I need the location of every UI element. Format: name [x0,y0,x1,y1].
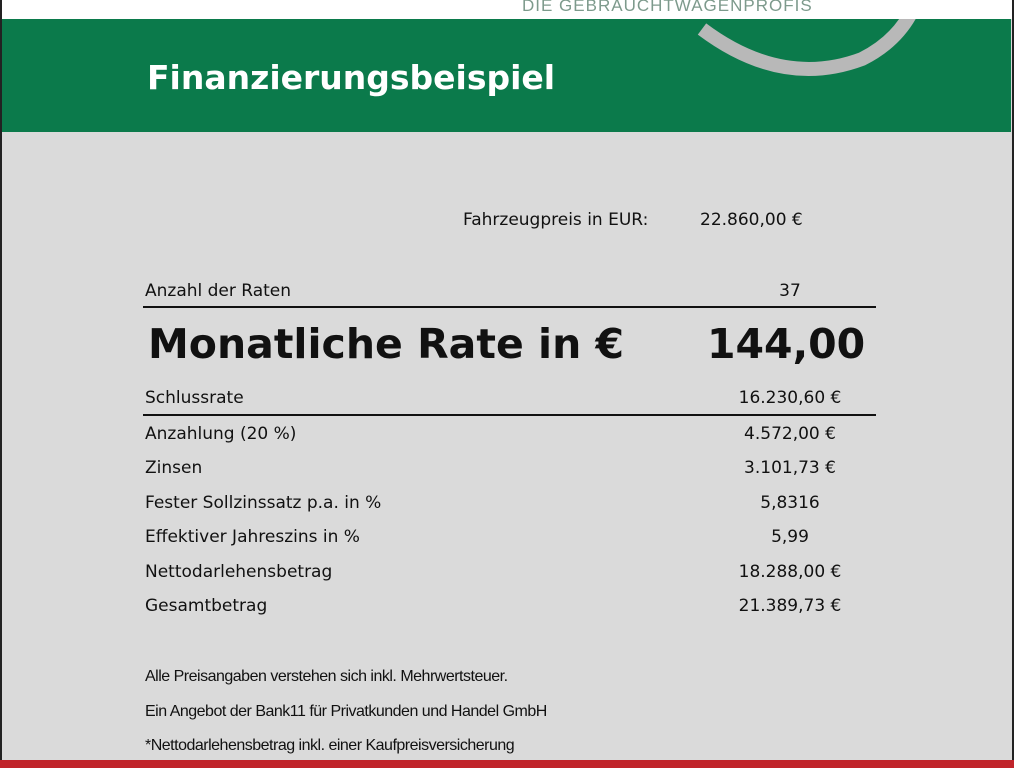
row-value: 16.230,60 € [738,388,842,408]
page-title: Finanzierungsbeispiel [147,58,556,97]
row-value: 18.288,00 € [738,562,842,582]
margin [1014,0,1024,768]
detail-row: Zinsen 3.101,73 € [145,458,875,478]
row-label: Anzahl der Raten [145,281,292,301]
logo-bar: DIE GEBRAUCHTWAGENPROFIS [0,0,1024,19]
logo-tagline: DIE GEBRAUCHTWAGENPROFIS [522,0,813,15]
row-label: Fester Sollzinssatz p.a. in % [145,493,382,513]
row-label: Schlussrate [145,388,244,408]
row-label: Effektiver Jahreszins in % [145,527,360,547]
row-value: 37 [779,281,801,301]
monthly-rate-value: 144,00 [707,320,866,368]
detail-row: Gesamtbetrag 21.389,73 € [145,596,875,616]
row-value: 5,8316 [760,493,820,513]
bottom-accent-bar [0,760,1014,768]
row-value: 4.572,00 € [744,424,836,444]
row-label: Nettodarlehensbetrag [145,562,333,582]
detail-row: Nettodarlehensbetrag 18.288,00 € [145,562,875,582]
row-value: 3.101,73 € [744,458,836,478]
row-label: Zinsen [145,458,203,478]
vehicle-price-label: Fahrzeugpreis in EUR: [463,210,649,230]
monthly-rate-label: Monatliche Rate in € [148,320,625,368]
footnote: Ein Angebot der Bank11 für Privatkunden … [145,703,547,720]
row-label: Gesamtbetrag [145,596,268,616]
frame-border [0,0,2,768]
rates-count-row: Anzahl der Raten 37 [145,281,875,301]
divider [143,306,876,308]
detail-row: Anzahlung (20 %) 4.572,00 € [145,424,875,444]
footnote: Alle Preisangaben verstehen sich inkl. M… [145,668,508,685]
frame-border [1012,0,1014,768]
logo-swoosh-icon [697,19,916,76]
row-label: Anzahlung (20 %) [145,424,297,444]
vehicle-price-value: 22.860,00 € [700,210,803,230]
detail-row: Schlussrate 16.230,60 € [145,388,875,408]
row-value: 5,99 [771,527,809,547]
detail-row: Fester Sollzinssatz p.a. in % 5,8316 [145,493,875,513]
row-value: 21.389,73 € [738,596,842,616]
detail-row: Effektiver Jahreszins in % 5,99 [145,527,875,547]
footnote: *Nettodarlehensbetrag inkl. einer Kaufpr… [145,737,515,754]
header-banner [2,19,1011,132]
divider [143,414,876,416]
